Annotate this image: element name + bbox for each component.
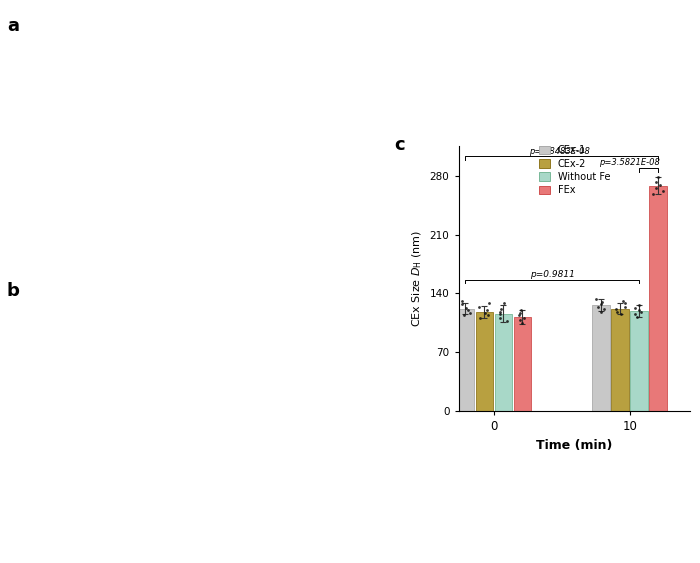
Point bbox=[496, 304, 507, 313]
Point bbox=[654, 181, 666, 190]
Point bbox=[461, 303, 472, 312]
Point bbox=[474, 302, 485, 311]
Bar bbox=[611, 309, 629, 411]
X-axis label: Time (min): Time (min) bbox=[536, 439, 612, 452]
Point bbox=[596, 300, 607, 309]
Point bbox=[494, 307, 505, 316]
Point bbox=[494, 310, 505, 319]
Point bbox=[480, 308, 491, 317]
Point bbox=[611, 307, 622, 316]
Point bbox=[595, 307, 606, 316]
Point bbox=[620, 299, 631, 308]
Bar bbox=[592, 305, 610, 411]
Point bbox=[514, 308, 526, 317]
Point bbox=[481, 306, 492, 315]
Bar bbox=[514, 317, 531, 411]
Point bbox=[474, 313, 485, 322]
Point bbox=[620, 302, 631, 311]
Point bbox=[518, 313, 529, 322]
Point bbox=[596, 297, 608, 306]
Point bbox=[650, 177, 662, 186]
Text: p=0.9811: p=0.9811 bbox=[530, 270, 575, 279]
Text: a: a bbox=[7, 17, 19, 35]
Point bbox=[634, 301, 645, 310]
Point bbox=[648, 190, 659, 199]
Bar bbox=[456, 309, 474, 411]
Point bbox=[657, 186, 668, 195]
Bar bbox=[495, 314, 512, 411]
Bar bbox=[475, 312, 493, 411]
Point bbox=[516, 318, 527, 327]
Point bbox=[514, 316, 526, 325]
Bar bbox=[631, 311, 648, 411]
Point bbox=[618, 297, 629, 306]
Point bbox=[482, 311, 493, 320]
Point bbox=[631, 312, 643, 321]
Point bbox=[456, 297, 467, 306]
Point bbox=[610, 305, 621, 314]
Bar bbox=[650, 186, 667, 411]
Point bbox=[629, 303, 641, 312]
Point bbox=[458, 311, 470, 320]
Point bbox=[462, 306, 473, 315]
Point bbox=[592, 302, 603, 311]
Point bbox=[650, 184, 662, 193]
Point bbox=[636, 307, 647, 316]
Point bbox=[498, 299, 509, 308]
Text: p=3.5821E-08: p=3.5821E-08 bbox=[598, 158, 659, 167]
Point bbox=[501, 316, 512, 325]
Text: b: b bbox=[7, 282, 20, 300]
Point bbox=[495, 313, 506, 322]
Point bbox=[513, 311, 524, 320]
Point bbox=[633, 306, 644, 315]
Legend: CEx-1, CEx-2, Without Fe, FEx: CEx-1, CEx-2, Without Fe, FEx bbox=[538, 144, 612, 198]
Point bbox=[456, 300, 467, 309]
Point bbox=[515, 306, 526, 315]
Point bbox=[465, 308, 476, 317]
Text: p=5.8483E-08: p=5.8483E-08 bbox=[528, 146, 589, 155]
Point bbox=[591, 295, 602, 304]
Text: c: c bbox=[394, 136, 405, 154]
Point bbox=[598, 305, 610, 314]
Y-axis label: CEx Size $D_{\mathrm{H}}$ (nm): CEx Size $D_{\mathrm{H}}$ (nm) bbox=[411, 230, 424, 327]
Point bbox=[629, 310, 641, 319]
Point bbox=[616, 310, 627, 319]
Point bbox=[484, 299, 495, 308]
Point bbox=[653, 173, 664, 182]
